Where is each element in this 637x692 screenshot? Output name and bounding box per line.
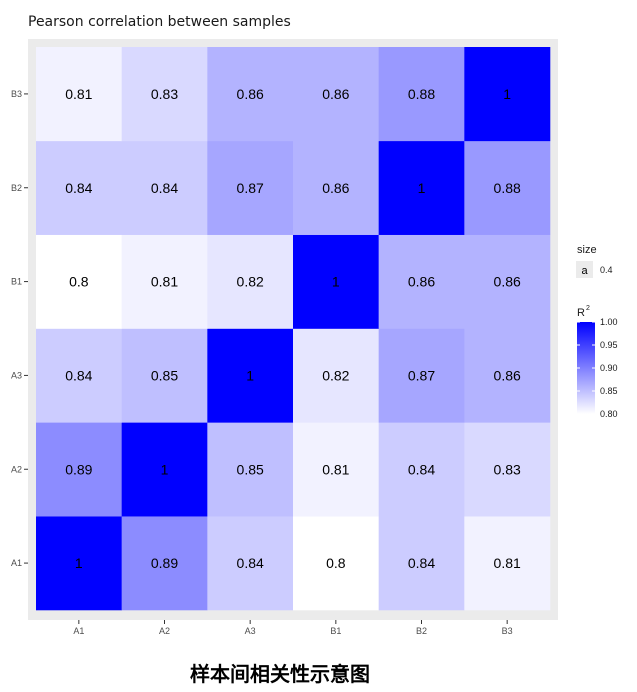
cell-label-B3-A1: 0.81 (65, 86, 92, 102)
cell-label-A1-B1: 0.8 (326, 555, 346, 571)
heatmap-cell-A1-B1 (293, 516, 379, 611)
cell-label-A2-A2: 1 (161, 461, 169, 477)
figure-caption: 样本间相关性示意图 (190, 662, 370, 686)
x-tick-label: B3 (502, 626, 513, 636)
heatmap-cell-A3-A3 (207, 328, 294, 423)
heatmap-cell-A2-B1 (293, 422, 379, 517)
heatmap-cell-A3-B1 (293, 328, 379, 423)
heatmap-cell-A1-B2 (378, 516, 465, 611)
legend-size-label: 0.4 (600, 265, 613, 275)
heatmap-cell-A3-A2 (121, 328, 208, 423)
legend-break-label: 0.85 (600, 386, 618, 396)
heatmap-cell-B2-B1 (293, 140, 379, 235)
heatmap-cell-B2-B2 (378, 140, 465, 235)
x-tick-label: B1 (330, 626, 341, 636)
heatmap-cell-B3-A2 (121, 47, 208, 142)
y-tick-label: B3 (11, 89, 22, 99)
x-tick-label: A1 (73, 626, 84, 636)
cell-label-B1-B2: 0.86 (408, 274, 435, 290)
heatmap-cell-A3-A1 (36, 328, 122, 423)
heatmap-cell-B1-A1 (36, 234, 122, 329)
heatmap-cell-B3-B3 (464, 47, 551, 142)
cell-label-B1-A2: 0.81 (151, 274, 178, 290)
cell-label-A3-A2: 0.85 (151, 367, 178, 383)
cell-label-B3-A3: 0.86 (237, 86, 264, 102)
chart-title: Pearson correlation between samples (28, 14, 291, 30)
x-tick-label: B2 (416, 626, 427, 636)
cell-label-A1-A3: 0.84 (237, 555, 264, 571)
heatmap-cell-B3-A1 (36, 47, 122, 142)
cell-label-A3-B3: 0.86 (494, 367, 521, 383)
cell-label-B1-B3: 0.86 (494, 274, 521, 290)
heatmap-cell-A1-A2 (121, 516, 208, 611)
y-tick-label: A3 (11, 370, 22, 380)
heatmap-cell-A2-B3 (464, 422, 551, 517)
cell-label-A2-B1: 0.81 (322, 461, 349, 477)
heatmap-cell-B1-B3 (464, 234, 551, 329)
cell-label-A2-B3: 0.83 (494, 461, 521, 477)
cell-label-B3-A2: 0.83 (151, 86, 178, 102)
heatmap-cell-A2-A2 (121, 422, 208, 517)
cell-label-A1-A1: 1 (75, 555, 83, 571)
legend-break-label: 0.95 (600, 340, 618, 350)
x-tick-label: A2 (159, 626, 170, 636)
y-tick-label: A1 (11, 558, 22, 568)
legend-break-label: 0.80 (600, 409, 618, 419)
legend-break-label: 0.90 (600, 363, 618, 373)
heatmap-cell-B1-A2 (121, 234, 208, 329)
y-tick-label: B1 (11, 277, 22, 287)
heatmap-cell-A1-A1 (36, 516, 122, 611)
cell-label-A1-B2: 0.84 (408, 555, 435, 571)
heatmap-cell-B1-A3 (207, 234, 294, 329)
heatmap-cell-B2-A2 (121, 140, 208, 235)
cell-label-A1-A2: 0.89 (151, 555, 178, 571)
cell-label-B2-A1: 0.84 (65, 180, 92, 196)
cell-label-B1-B1: 1 (332, 274, 340, 290)
cell-label-B2-B1: 0.86 (322, 180, 349, 196)
cell-label-B1-A1: 0.8 (69, 274, 89, 290)
heatmap-cell-B2-B3 (464, 140, 551, 235)
cell-label-B2-B3: 0.88 (494, 180, 521, 196)
cell-label-A3-A1: 0.84 (65, 367, 92, 383)
heatmap-cell-A2-A1 (36, 422, 122, 517)
cell-label-A2-A3: 0.85 (237, 461, 264, 477)
legend-color-bar (577, 322, 595, 414)
heatmap-cell-B3-A3 (207, 47, 294, 142)
heatmap-cell-B2-A1 (36, 140, 122, 235)
heatmap-cell-B1-B2 (378, 234, 465, 329)
cell-label-B2-A2: 0.84 (151, 180, 178, 196)
cell-label-B1-A3: 0.82 (237, 274, 264, 290)
legend-fill-title: R (577, 307, 585, 319)
heatmap-cell-A1-B3 (464, 516, 551, 611)
heatmap-cell-A1-A3 (207, 516, 294, 611)
cell-label-B3-B1: 0.86 (322, 86, 349, 102)
heatmap-cell-B3-B2 (378, 47, 465, 142)
cell-label-A2-A1: 0.89 (65, 461, 92, 477)
cell-label-A3-A3: 1 (246, 367, 254, 383)
heatmap-cell-B2-A3 (207, 140, 294, 235)
cell-label-B3-B2: 0.88 (408, 86, 435, 102)
y-tick-label: B2 (11, 183, 22, 193)
cell-label-A3-B1: 0.82 (322, 367, 349, 383)
cell-label-B2-A3: 0.87 (237, 180, 264, 196)
cell-label-B2-B2: 1 (418, 180, 426, 196)
heatmap-cell-A2-B2 (378, 422, 465, 517)
x-tick-label: A3 (245, 626, 256, 636)
legend-size-title: size (577, 244, 597, 256)
cell-label-B3-B3: 1 (503, 86, 511, 102)
cell-label-A1-B3: 0.81 (494, 555, 521, 571)
cell-label-A3-B2: 0.87 (408, 367, 435, 383)
y-tick-label: A2 (11, 464, 22, 474)
heatmap-cell-A2-A3 (207, 422, 294, 517)
cell-label-A2-B2: 0.84 (408, 461, 435, 477)
legend-size-key-box (576, 261, 593, 278)
legend-size-key: a (581, 265, 588, 277)
heatmap-cell-A3-B3 (464, 328, 551, 423)
heatmap-cell-B1-B1 (293, 234, 379, 329)
heatmap-cell-A3-B2 (378, 328, 465, 423)
heatmap-cell-B3-B1 (293, 47, 379, 142)
legend-fill-title-superscript: 2 (586, 305, 590, 312)
legend-break-label: 1.00 (600, 317, 618, 327)
